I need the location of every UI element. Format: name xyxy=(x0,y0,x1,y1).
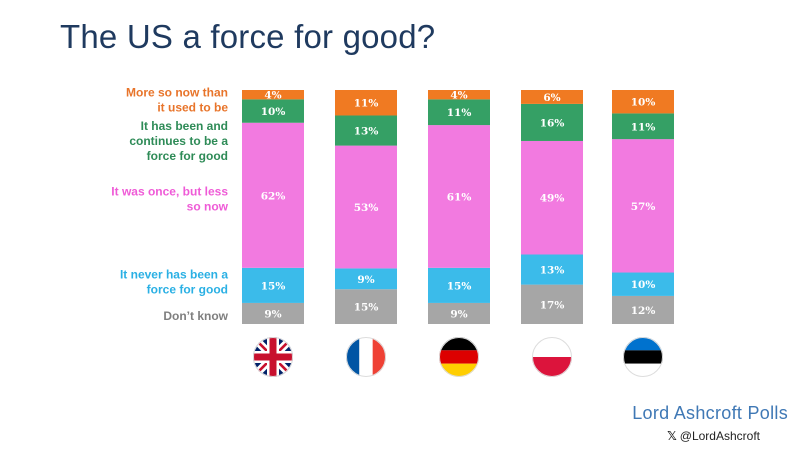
data-label: 15% xyxy=(261,280,286,292)
data-label: 49% xyxy=(540,193,565,205)
data-label: 4% xyxy=(264,90,281,102)
x-logo-icon: 𝕏 xyxy=(667,429,677,443)
bar-segment xyxy=(242,267,304,303)
page-title: The US a force for good? xyxy=(60,18,436,55)
data-label: 10% xyxy=(631,97,656,109)
social-handle: 𝕏 @LordAshcroft xyxy=(667,429,760,443)
bar-segment xyxy=(242,90,304,100)
data-label: 15% xyxy=(447,280,472,292)
data-label: 6% xyxy=(543,92,560,104)
bar-segment xyxy=(428,99,490,126)
bar-segment xyxy=(335,90,397,116)
data-label: 12% xyxy=(631,305,656,317)
data-label: 13% xyxy=(354,126,379,138)
data-label: 11% xyxy=(354,98,379,110)
poland-flag-icon xyxy=(532,337,572,377)
data-label: 9% xyxy=(357,274,374,286)
bar-stack-estonia: 12% 10% 57% 11% 10% xyxy=(612,90,674,324)
data-label: 15% xyxy=(354,302,379,314)
legend-entry: More so now than it used to be xyxy=(126,86,228,115)
bar-segment xyxy=(242,122,304,268)
data-label: 11% xyxy=(447,107,472,119)
flag-row xyxy=(253,337,663,377)
bar-segment xyxy=(521,284,583,324)
handle-text: @LordAshcroft xyxy=(679,429,760,443)
bar-segment xyxy=(428,90,490,100)
uk-flag-icon xyxy=(253,337,293,377)
bar-stack-poland: 17% 13% 49% 16% 6% xyxy=(521,90,583,324)
bar-segment xyxy=(335,115,397,146)
bar-segment xyxy=(521,140,583,255)
bar-segment xyxy=(335,145,397,269)
data-label: 9% xyxy=(450,308,467,320)
data-label: 53% xyxy=(354,202,379,214)
bar-segment xyxy=(428,267,490,303)
bar-segment xyxy=(521,90,583,104)
data-label: 16% xyxy=(540,117,565,129)
bar-stack-france: 15% 9% 53% 13% 11% xyxy=(335,90,397,324)
data-label: 4% xyxy=(450,90,467,102)
bar-segment xyxy=(612,295,674,324)
bar-segment xyxy=(335,289,397,324)
data-label: 61% xyxy=(447,191,472,203)
data-label: 10% xyxy=(631,279,656,291)
legend-entry: Don’t know xyxy=(163,309,228,323)
bar-segment xyxy=(612,113,674,140)
bar-segment xyxy=(242,99,304,123)
data-label: 11% xyxy=(631,121,656,133)
bar-segment xyxy=(521,254,583,285)
bar-segment xyxy=(612,90,674,114)
bars-group: 9% 15% 62% 10% 4% 15% 9% 53% 13% 11% 9% 15% 61% 11% 4%… xyxy=(242,90,674,324)
data-label: 9% xyxy=(264,308,281,320)
legend-entry: It was once, but less so now xyxy=(111,185,228,214)
bar-segment xyxy=(521,103,583,141)
data-label: 57% xyxy=(631,201,656,213)
data-label: 13% xyxy=(540,265,565,277)
bar-segment xyxy=(612,139,674,273)
legend-entry: It has been and continues to be a force fo… xyxy=(129,119,228,163)
bar-stack-united-kingdom: 9% 15% 62% 10% 4% xyxy=(242,90,304,324)
bar-stack-germany: 9% 15% 61% 11% 4% xyxy=(428,90,490,324)
brand-name: Lord Ashcroft Polls xyxy=(632,403,788,423)
bar-segment xyxy=(428,125,490,268)
legend-entry: It never has been a force for good xyxy=(120,268,228,297)
bar-segment xyxy=(612,272,674,296)
data-label: 62% xyxy=(261,190,286,202)
bar-segment xyxy=(428,302,490,324)
legend: Don’t know It never has been a force for g… xyxy=(111,86,228,324)
data-label: 17% xyxy=(540,299,565,311)
bar-segment xyxy=(335,268,397,290)
bar-segment xyxy=(242,302,304,324)
data-label: 10% xyxy=(261,106,286,118)
